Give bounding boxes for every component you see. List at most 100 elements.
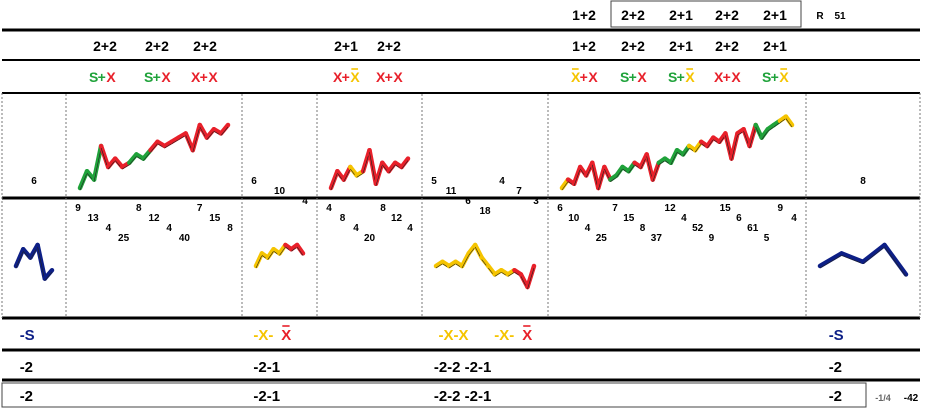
series-shadow — [773, 122, 781, 128]
series-segment — [602, 164, 613, 182]
series-shadow — [401, 160, 409, 170]
header-code: 2+2 — [715, 7, 739, 23]
data-label: 4 — [499, 176, 505, 187]
data-label: 40 — [179, 233, 191, 244]
data-label: 4 — [302, 196, 308, 207]
data-label: 4 — [106, 223, 112, 234]
symbol-char: -X-X — [439, 327, 469, 344]
symbol-char: S — [668, 69, 677, 85]
labels: 6 610451161847389134258124407158484208124… — [20, 176, 919, 405]
data-label: 7 — [516, 186, 522, 197]
series-shadow — [107, 160, 116, 170]
series-shadow — [143, 152, 151, 161]
series-segment — [399, 156, 411, 170]
data-label: 9 — [709, 233, 715, 244]
series-segment — [367, 147, 379, 187]
symbol-char: + — [580, 69, 588, 85]
symbol-char: X — [685, 69, 695, 85]
series-segment — [729, 131, 740, 161]
symbol-char: -2-1 — [253, 388, 280, 405]
series-shadow — [375, 164, 383, 186]
series-shadow — [573, 168, 581, 186]
series-shadow — [44, 272, 53, 281]
series-shadow — [494, 271, 502, 277]
series-segment — [650, 160, 662, 182]
symbol-char: -2-1 — [253, 359, 280, 376]
combo-code: 2+2 — [377, 38, 401, 54]
series-shadow — [527, 267, 535, 290]
series-segment — [373, 160, 385, 187]
series-segment — [882, 242, 909, 277]
r-value: 51 — [834, 11, 846, 22]
data-label: 15 — [720, 203, 732, 214]
footer-fraction: -1/4 — [875, 393, 891, 403]
symbol-char: + — [98, 69, 106, 85]
series-segment — [644, 152, 656, 182]
symbol-char: X — [333, 69, 343, 85]
symbol-char: X — [350, 69, 360, 85]
series-shadow — [388, 164, 396, 174]
symbol-char: X — [731, 69, 741, 85]
combo-code: 2+1 — [763, 38, 787, 54]
symbol-char: S — [620, 69, 629, 85]
series-shadow — [561, 181, 569, 191]
data-label: 15 — [623, 213, 635, 224]
symbol-char: X — [779, 69, 789, 85]
footer-box — [1, 382, 867, 408]
data-label: 10 — [568, 213, 580, 224]
symbol-char: -2-2 -2-1 — [434, 388, 492, 405]
symbol-char: X — [281, 327, 291, 344]
series-lines — [13, 114, 909, 290]
series-shadow — [841, 255, 864, 265]
grid-lines — [1, 28, 921, 408]
data-label: 7 — [612, 203, 618, 214]
symbol-char: -2 — [829, 388, 842, 405]
series-segment — [35, 242, 48, 281]
symbol-char: X — [376, 69, 386, 85]
series-shadow — [192, 126, 201, 153]
series-shadow — [507, 271, 515, 277]
header-code: 2+1 — [669, 7, 693, 23]
data-label: 25 — [118, 233, 130, 244]
symbol-char: -2 — [20, 388, 33, 405]
series-segment — [218, 122, 231, 136]
series-shadow — [150, 143, 158, 153]
series-shadow — [448, 263, 456, 269]
series-shadow — [37, 246, 46, 281]
symbol-char: + — [342, 69, 350, 85]
combo-code: 2+2 — [145, 38, 169, 54]
r-label: R — [816, 11, 824, 22]
data-label: 12 — [665, 203, 677, 214]
data-label: 6 — [31, 176, 37, 187]
series-shadow — [670, 152, 678, 165]
series-shadow — [129, 156, 137, 165]
symbol-char: + — [200, 69, 208, 85]
data-label: 15 — [209, 213, 221, 224]
series-shadow — [435, 263, 443, 269]
series-shadow — [343, 168, 351, 182]
series-shadow — [652, 164, 660, 182]
series-segment — [472, 242, 484, 260]
series-shadow — [220, 126, 229, 136]
symbol-char: X — [208, 69, 218, 85]
series-shadow — [731, 135, 738, 161]
series-segment — [747, 122, 758, 149]
data-label: 12 — [391, 213, 403, 224]
series-shadow — [862, 246, 885, 265]
data-label: 4 — [326, 203, 332, 214]
data-label: 8 — [340, 213, 346, 224]
symbol-char: X — [161, 69, 171, 85]
symbol-char: X — [191, 69, 201, 85]
series-shadow — [356, 172, 364, 178]
series-shadow — [707, 139, 714, 149]
symbol-char: -2 — [829, 359, 842, 376]
data-label: 9 — [75, 203, 81, 214]
data-label: 18 — [479, 206, 491, 217]
series-segment — [42, 267, 55, 281]
series-shadow — [761, 131, 769, 140]
series-shadow — [291, 246, 298, 252]
data-label: 3 — [533, 196, 539, 207]
series-segment — [817, 251, 844, 269]
